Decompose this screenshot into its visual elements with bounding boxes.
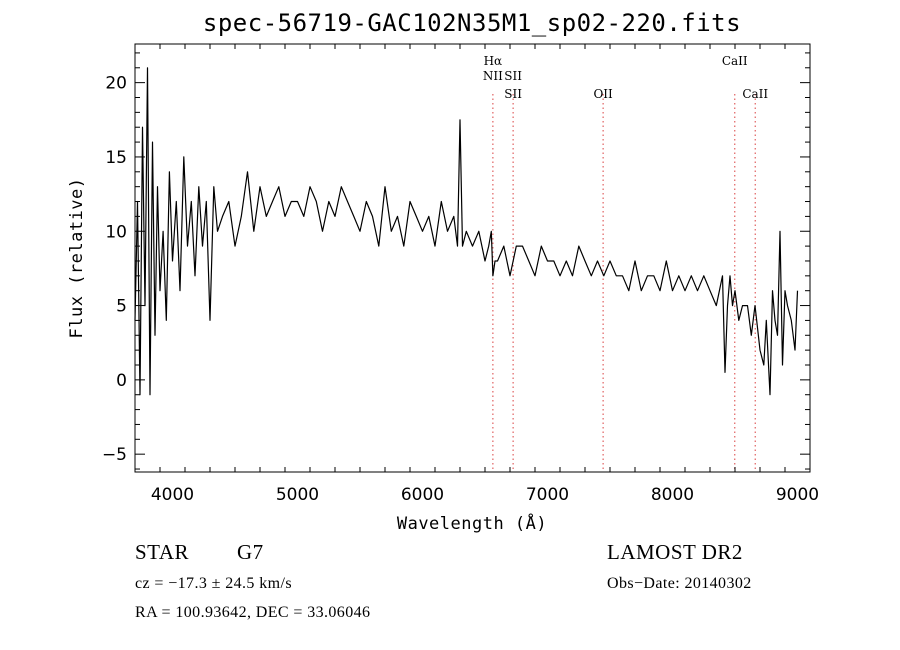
x-axis-label: Wavelength (Å) — [397, 512, 547, 534]
y-tick-label: −5 — [102, 445, 127, 465]
x-tick-label: 5000 — [276, 485, 319, 505]
subclass: G7 — [237, 540, 264, 564]
line-label-0-1: NII — [483, 69, 503, 83]
x-tick-label: 6000 — [401, 485, 444, 505]
line-label-0-0: Hα — [484, 54, 503, 68]
y-tick-label: 20 — [105, 74, 127, 94]
y-tick-label: 15 — [105, 148, 127, 168]
x-tick-label: 7000 — [526, 485, 569, 505]
y-tick-label: 0 — [116, 371, 127, 391]
redshift-cz: cz = −17.3 ± 24.5 km/s — [135, 575, 292, 592]
line-label-3-0: CaII — [722, 54, 748, 68]
x-tick-label: 4000 — [151, 485, 194, 505]
chart-title: spec-56719-GAC102N35M1_sp02-220.fits — [203, 9, 741, 37]
ra-dec: RA = 100.93642, DEC = 33.06046 — [135, 604, 371, 621]
y-axis-label: Flux (relative) — [67, 177, 87, 338]
x-tick-label: 9000 — [776, 485, 819, 505]
line-label-1-1: SII — [504, 87, 522, 101]
x-tick-label: 8000 — [651, 485, 694, 505]
line-label-4-0: CaII — [742, 87, 768, 101]
spectrum-line — [134, 67, 799, 396]
y-tick-label: 5 — [116, 297, 127, 317]
object-class: STAR — [135, 540, 189, 564]
survey-name: LAMOST DR2 — [607, 540, 743, 564]
line-label-2-0: OII — [593, 87, 613, 101]
observation-date: Obs−Date: 20140302 — [607, 575, 752, 592]
y-tick-label: 10 — [105, 222, 127, 242]
line-label-1-0: SII — [504, 69, 522, 83]
plot-frame — [134, 43, 811, 473]
